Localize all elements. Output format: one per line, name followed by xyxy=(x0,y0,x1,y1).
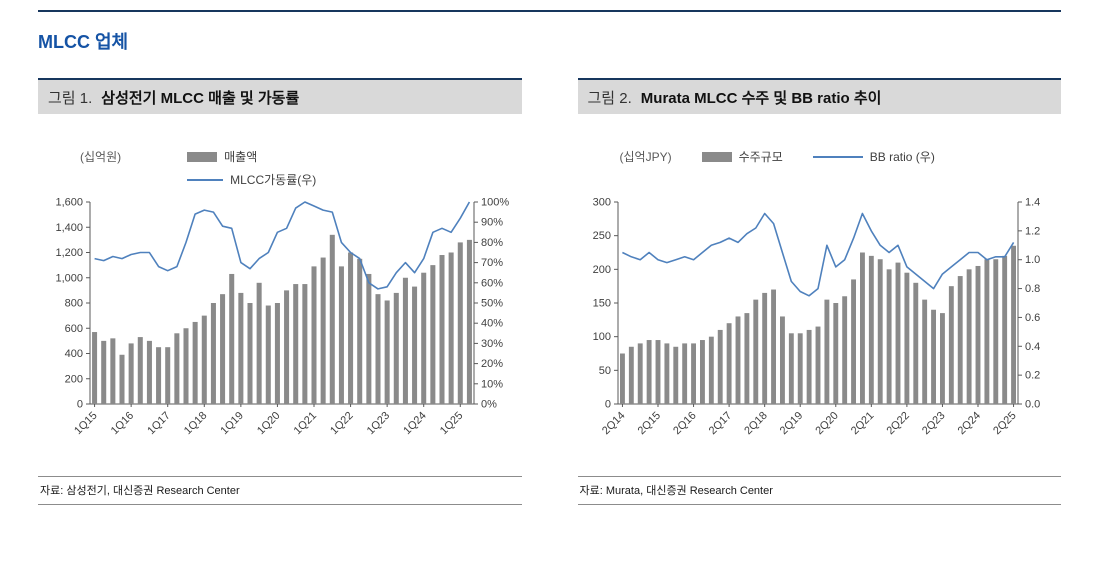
figure-1-source: 자료: 삼성전기, 대신증권 Research Center xyxy=(38,476,522,505)
svg-text:1Q23: 1Q23 xyxy=(365,410,393,438)
figure-2-title: Murata MLCC 수주 및 BB ratio 추이 xyxy=(640,90,882,107)
svg-text:0.2: 0.2 xyxy=(1025,370,1040,382)
figure-2-panel: 그림 2. Murata MLCC 수주 및 BB ratio 추이 (십억JP… xyxy=(577,78,1062,505)
svg-text:1.2: 1.2 xyxy=(1025,225,1040,237)
svg-text:600: 600 xyxy=(65,323,83,335)
svg-text:0.0: 0.0 xyxy=(1025,399,1040,411)
svg-text:0: 0 xyxy=(604,399,610,411)
svg-text:0.6: 0.6 xyxy=(1025,312,1040,324)
figure-2-unit-label: (십억JPY) xyxy=(619,150,672,164)
svg-text:0%: 0% xyxy=(481,399,497,411)
svg-text:300: 300 xyxy=(592,197,610,209)
svg-text:80%: 80% xyxy=(481,237,503,249)
figure-1-unit-label: (십억원) xyxy=(80,150,122,164)
figure-1-chart: 0 200 400 600 800 1,000 1,200 1,400 1,600 0% 10% 20… xyxy=(55,197,509,438)
svg-text:1,600: 1,600 xyxy=(55,197,83,209)
svg-text:70%: 70% xyxy=(481,257,503,269)
legend-utilization-label: MLCC가동률(우) xyxy=(230,173,317,187)
figure-2-chart: 0 50 100 150 200 250 300 0.0 0.2 0.4 0.6 0.8 1.0 1.2 1… xyxy=(592,197,1040,438)
svg-text:2Q16: 2Q16 xyxy=(671,410,699,438)
figure-1-panel: 그림 1. 삼성전기 MLCC 매출 및 가동률 (십억원) 매출액 MLCC가… xyxy=(38,78,522,505)
svg-text:2Q25: 2Q25 xyxy=(991,410,1019,438)
page-title: MLCC 업체 xyxy=(38,32,129,52)
svg-text:250: 250 xyxy=(592,230,610,242)
svg-text:2Q18: 2Q18 xyxy=(742,410,770,438)
top-divider xyxy=(38,10,1061,12)
bar-series-swatch-icon xyxy=(701,151,732,162)
svg-text:2Q17: 2Q17 xyxy=(706,410,734,438)
svg-text:1.4: 1.4 xyxy=(1025,197,1040,209)
svg-text:2Q19: 2Q19 xyxy=(777,410,805,438)
svg-text:2Q15: 2Q15 xyxy=(635,410,663,438)
legend-revenue-label: 매출액 xyxy=(224,150,258,164)
svg-text:150: 150 xyxy=(592,298,610,310)
svg-text:60%: 60% xyxy=(481,277,503,289)
svg-text:800: 800 xyxy=(65,298,83,310)
svg-text:90%: 90% xyxy=(481,217,503,229)
svg-text:200: 200 xyxy=(592,264,610,276)
charts-row: 그림 1. 삼성전기 MLCC 매출 및 가동률 (십억원) 매출액 MLCC가… xyxy=(38,78,1061,505)
svg-text:1Q17: 1Q17 xyxy=(145,410,173,438)
svg-text:2Q22: 2Q22 xyxy=(884,410,912,438)
bar-series-swatch-icon xyxy=(187,151,218,162)
svg-text:100%: 100% xyxy=(481,197,509,209)
report-page: MLCC 업체 그림 1. 삼성전기 MLCC 매출 및 가동률 (십억원) 매… xyxy=(38,10,1061,505)
svg-text:2Q14: 2Q14 xyxy=(600,410,628,438)
legend-item-orders: 수주규모 xyxy=(701,148,783,165)
svg-text:20%: 20% xyxy=(481,358,503,370)
svg-text:0.8: 0.8 xyxy=(1025,283,1040,295)
svg-text:2Q23: 2Q23 xyxy=(920,410,948,438)
svg-text:1Q21: 1Q21 xyxy=(292,410,320,438)
svg-text:1Q22: 1Q22 xyxy=(328,410,356,438)
figure-1-title: 삼성전기 MLCC 매출 및 가동률 xyxy=(101,90,300,107)
figure-1-number: 그림 1. xyxy=(48,90,93,107)
svg-text:1Q25: 1Q25 xyxy=(438,410,466,438)
legend-item-revenue: 매출액 xyxy=(187,148,316,165)
svg-text:1Q20: 1Q20 xyxy=(255,410,283,438)
legend-item-bb-ratio: BB ratio (우) xyxy=(812,148,935,165)
svg-text:2Q24: 2Q24 xyxy=(955,410,983,438)
figure-1-legend-items: 매출액 MLCC가동률(우) xyxy=(187,148,316,188)
svg-text:50: 50 xyxy=(598,365,610,377)
svg-text:10%: 10% xyxy=(481,378,503,390)
figure-1-legend: (십억원) 매출액 MLCC가동률(우) xyxy=(38,148,522,196)
line-series-swatch-icon xyxy=(812,155,863,158)
legend-bb-ratio-label: BB ratio (우) xyxy=(869,150,935,164)
legend-item-utilization: MLCC가동률(우) xyxy=(187,171,316,188)
svg-text:0.4: 0.4 xyxy=(1025,341,1040,353)
svg-text:1,000: 1,000 xyxy=(55,272,83,284)
svg-text:1Q19: 1Q19 xyxy=(218,410,246,438)
svg-text:1.0: 1.0 xyxy=(1025,254,1040,266)
svg-text:1Q16: 1Q16 xyxy=(109,410,137,438)
svg-text:2Q20: 2Q20 xyxy=(813,410,841,438)
figure-2-header: 그림 2. Murata MLCC 수주 및 BB ratio 추이 xyxy=(577,78,1061,114)
svg-text:1Q24: 1Q24 xyxy=(401,410,429,438)
svg-text:1Q18: 1Q18 xyxy=(182,410,210,438)
figure-2-legend: (십억JPY) 수주규모 BB ratio (우) xyxy=(578,148,1062,196)
svg-text:1,400: 1,400 xyxy=(55,222,83,234)
svg-text:400: 400 xyxy=(65,348,83,360)
svg-text:200: 200 xyxy=(65,373,83,385)
figure-2-legend-items: 수주규모 BB ratio (우) xyxy=(701,148,935,165)
svg-text:100: 100 xyxy=(592,331,610,343)
svg-text:0: 0 xyxy=(77,399,83,411)
svg-text:1Q15: 1Q15 xyxy=(72,410,100,438)
legend-orders-label: 수주규모 xyxy=(738,150,783,164)
figure-2-number: 그림 2. xyxy=(587,90,632,107)
figure-2-source: 자료: Murata, 대신증권 Research Center xyxy=(577,476,1061,505)
figure-1-header: 그림 1. 삼성전기 MLCC 매출 및 가동률 xyxy=(38,78,522,114)
svg-text:40%: 40% xyxy=(481,318,503,330)
svg-text:30%: 30% xyxy=(481,338,503,350)
svg-text:2Q21: 2Q21 xyxy=(848,410,876,438)
svg-text:50%: 50% xyxy=(481,298,503,310)
svg-text:1,200: 1,200 xyxy=(55,247,83,259)
line-series-swatch-icon xyxy=(187,178,224,181)
